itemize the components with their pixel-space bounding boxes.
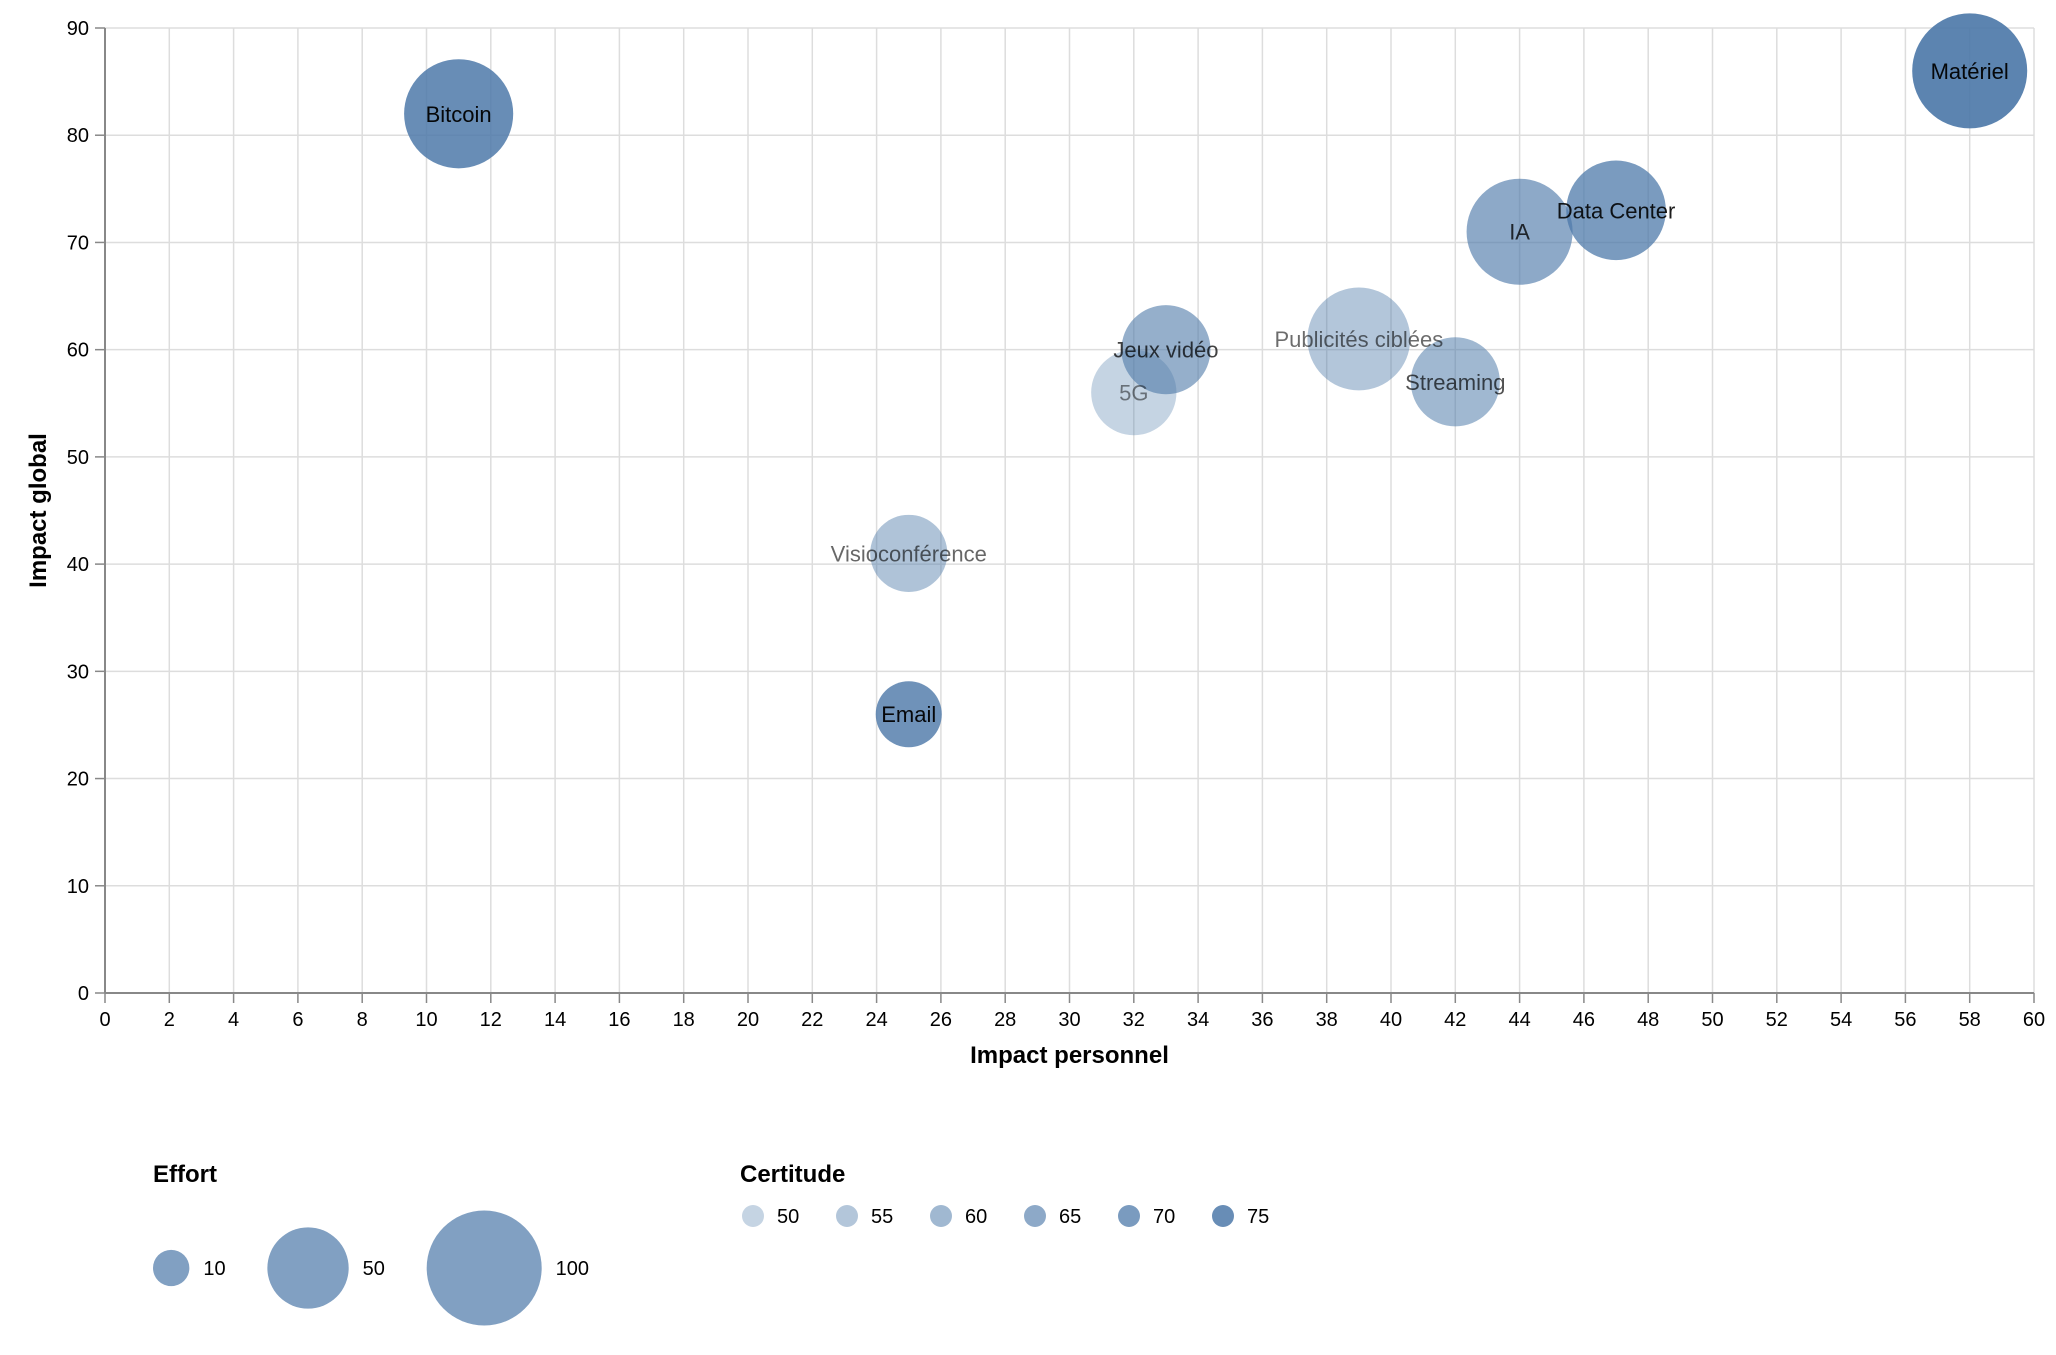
- x-tick-label: 38: [1316, 1009, 1338, 1031]
- bubble-label: IA: [1509, 220, 1530, 245]
- x-tick-label: 30: [1058, 1009, 1080, 1031]
- y-tick-label: 70: [67, 232, 89, 254]
- x-tick-label: 58: [1959, 1009, 1981, 1031]
- y-tick-label: 0: [78, 983, 89, 1005]
- bubble-label: Matériel: [1931, 59, 2009, 84]
- x-tick-label: 0: [99, 1009, 110, 1031]
- x-tick-label: 52: [1766, 1009, 1788, 1031]
- certitude-legend-label: 50: [777, 1206, 799, 1228]
- bubble-point: [1566, 160, 1666, 261]
- certitude-legend-label: 60: [965, 1206, 987, 1228]
- y-tick-label: 60: [67, 340, 89, 362]
- x-tick-label: 34: [1187, 1009, 1209, 1031]
- x-tick-label: 42: [1444, 1009, 1466, 1031]
- y-tick-label: 30: [67, 661, 89, 683]
- bubble-label: Streaming: [1405, 370, 1505, 395]
- x-tick-label: 60: [2023, 1009, 2045, 1031]
- y-tick-label: 50: [67, 447, 89, 469]
- certitude-legend-symbol: [742, 1205, 764, 1227]
- axes: 0 2 4 6 8 10 12 14 16 18 20 22 24 26 28 30 32 34 36 38 40 42 4…: [25, 18, 2045, 1069]
- size-legend-label: 100: [556, 1258, 589, 1280]
- size-legend-title: Effort: [153, 1161, 217, 1188]
- bubble-point: [1091, 349, 1177, 436]
- x-tick-label: 56: [1894, 1009, 1916, 1031]
- x-tick-label: 28: [994, 1009, 1016, 1031]
- y-axis-title: Impact global: [25, 433, 52, 588]
- bubble-point: [1466, 178, 1573, 285]
- x-tick-label: 14: [544, 1009, 566, 1031]
- x-tick-label: 40: [1380, 1009, 1402, 1031]
- x-tick-label: 12: [480, 1009, 502, 1031]
- y-tick-label: 20: [67, 769, 89, 791]
- x-tick-label: 36: [1251, 1009, 1273, 1031]
- bubble-label: Jeux vidéo: [1113, 338, 1218, 363]
- bubble-point: [870, 514, 948, 592]
- y-tick-label: 90: [67, 18, 89, 40]
- size-legend-symbol: [267, 1227, 349, 1309]
- certitude-legend-symbol: [1024, 1205, 1046, 1227]
- bubbles: [404, 13, 2028, 748]
- x-tick-label: 18: [673, 1009, 695, 1031]
- x-tick-label: 6: [292, 1009, 303, 1031]
- bubble-labels: Bitcoin Matériel Data Center IA Publicités c…: [426, 59, 2009, 727]
- x-tick-label: 16: [608, 1009, 630, 1031]
- x-tick-label: 2: [164, 1009, 175, 1031]
- x-tick-label: 46: [1573, 1009, 1595, 1031]
- bubble-label: Publicités ciblées: [1274, 327, 1443, 352]
- bubble-label: Data Center: [1557, 198, 1676, 223]
- certitude-legend-symbol: [930, 1205, 952, 1227]
- x-tick-label: 26: [930, 1009, 952, 1031]
- x-tick-label: 4: [228, 1009, 239, 1031]
- bubble-point: [1121, 305, 1211, 395]
- x-tick-label: 8: [357, 1009, 368, 1031]
- certitude-legend-title: Certitude: [740, 1161, 845, 1188]
- size-legend-label: 50: [363, 1258, 385, 1280]
- x-tick-label: 24: [865, 1009, 887, 1031]
- legends: Effort 10 50 100 Certitude 50 55 60 65 70 75: [153, 1161, 1269, 1326]
- certitude-legend-label: 75: [1247, 1206, 1269, 1228]
- bubble-label: Bitcoin: [426, 102, 492, 127]
- bubble-label: Visioconférence: [831, 541, 987, 566]
- bubble-point: [1410, 337, 1500, 427]
- bubble-label: 5G: [1119, 381, 1148, 406]
- size-legend-symbol: [153, 1249, 190, 1287]
- certitude-legend-symbol: [836, 1205, 858, 1227]
- certitude-legend-label: 65: [1059, 1206, 1081, 1228]
- certitude-legend-symbol: [1118, 1205, 1140, 1227]
- certitude-legend-label: 55: [871, 1206, 893, 1228]
- y-tick-label: 80: [67, 125, 89, 147]
- x-tick-label: 22: [801, 1009, 823, 1031]
- x-tick-label: 48: [1637, 1009, 1659, 1031]
- y-tick-label: 40: [67, 554, 89, 576]
- bubble-point: [1912, 13, 2028, 129]
- x-tick-label: 32: [1123, 1009, 1145, 1031]
- certitude-legend-label: 70: [1153, 1206, 1175, 1228]
- bubble-point: [404, 59, 514, 169]
- bubble-point: [1307, 287, 1411, 391]
- bubble-point: [875, 681, 942, 748]
- x-tick-label: 50: [1701, 1009, 1723, 1031]
- x-tick-label: 54: [1830, 1009, 1852, 1031]
- x-tick-label: 20: [737, 1009, 759, 1031]
- size-legend-label: 10: [203, 1258, 225, 1280]
- x-axis-title: Impact personnel: [970, 1042, 1169, 1069]
- x-tick-label: 44: [1508, 1009, 1530, 1031]
- x-tick-label: 10: [415, 1009, 437, 1031]
- certitude-legend-symbol: [1212, 1205, 1234, 1227]
- bubble-label: Email: [881, 702, 936, 727]
- y-tick-label: 10: [67, 876, 89, 898]
- grid-lines: [104, 27, 2035, 994]
- size-legend-symbol: [426, 1210, 542, 1326]
